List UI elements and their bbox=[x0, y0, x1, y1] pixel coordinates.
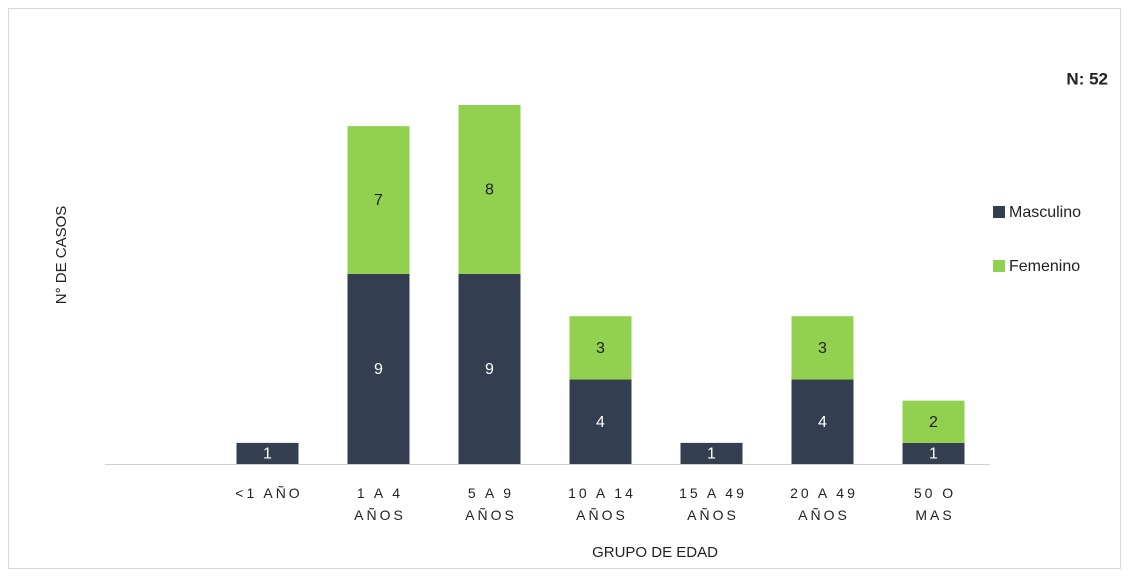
data-label: 1 bbox=[929, 446, 938, 463]
bar-segment bbox=[236, 442, 299, 464]
data-label: 1 bbox=[707, 446, 716, 463]
bar-segment bbox=[569, 316, 632, 380]
data-label: 9 bbox=[374, 361, 383, 378]
data-label: 9 bbox=[485, 361, 494, 378]
legend-swatch bbox=[993, 206, 1005, 218]
bar-segment bbox=[569, 379, 632, 464]
data-label: 2 bbox=[929, 414, 938, 431]
bar-segment bbox=[347, 126, 410, 274]
data-label: 3 bbox=[596, 340, 605, 357]
data-label: 1 bbox=[263, 446, 272, 463]
data-label: 4 bbox=[818, 414, 827, 431]
x-tick-label: 5 A 9 AÑOS bbox=[465, 485, 517, 523]
frame bbox=[8, 8, 1121, 569]
legend-label: Masculino bbox=[1009, 204, 1081, 221]
data-label: 4 bbox=[596, 414, 605, 431]
x-tick-label: <1 AÑO bbox=[235, 485, 303, 501]
x-tick-label: 50 O MAS bbox=[913, 485, 957, 523]
x-tick-label: 1 A 4 AÑOS bbox=[354, 485, 406, 523]
legend-label: Femenino bbox=[1009, 258, 1080, 275]
annotation: N: 52 bbox=[1066, 69, 1108, 88]
x-tick-label: 10 A 14 AÑOS bbox=[568, 485, 636, 523]
bar-segment bbox=[458, 105, 521, 274]
legend-swatch bbox=[993, 260, 1005, 272]
bar-segment bbox=[902, 442, 965, 464]
x-axis-title: GRUPO DE EDAD bbox=[592, 544, 718, 561]
data-label: 7 bbox=[374, 192, 383, 209]
bar-segment bbox=[458, 273, 521, 464]
data-label: 8 bbox=[485, 182, 494, 199]
bar-segment bbox=[680, 442, 743, 464]
y-axis-title: N° DE CASOS bbox=[53, 206, 70, 305]
x-tick-label: 15 A 49 AÑOS bbox=[679, 485, 747, 523]
bar-segment bbox=[902, 400, 965, 443]
x-tick-label: 20 A 49 AÑOS bbox=[790, 485, 858, 523]
bar-segment bbox=[347, 273, 410, 464]
bar-segment bbox=[791, 379, 854, 464]
bar-segment bbox=[791, 316, 854, 380]
data-label: 3 bbox=[818, 340, 827, 357]
